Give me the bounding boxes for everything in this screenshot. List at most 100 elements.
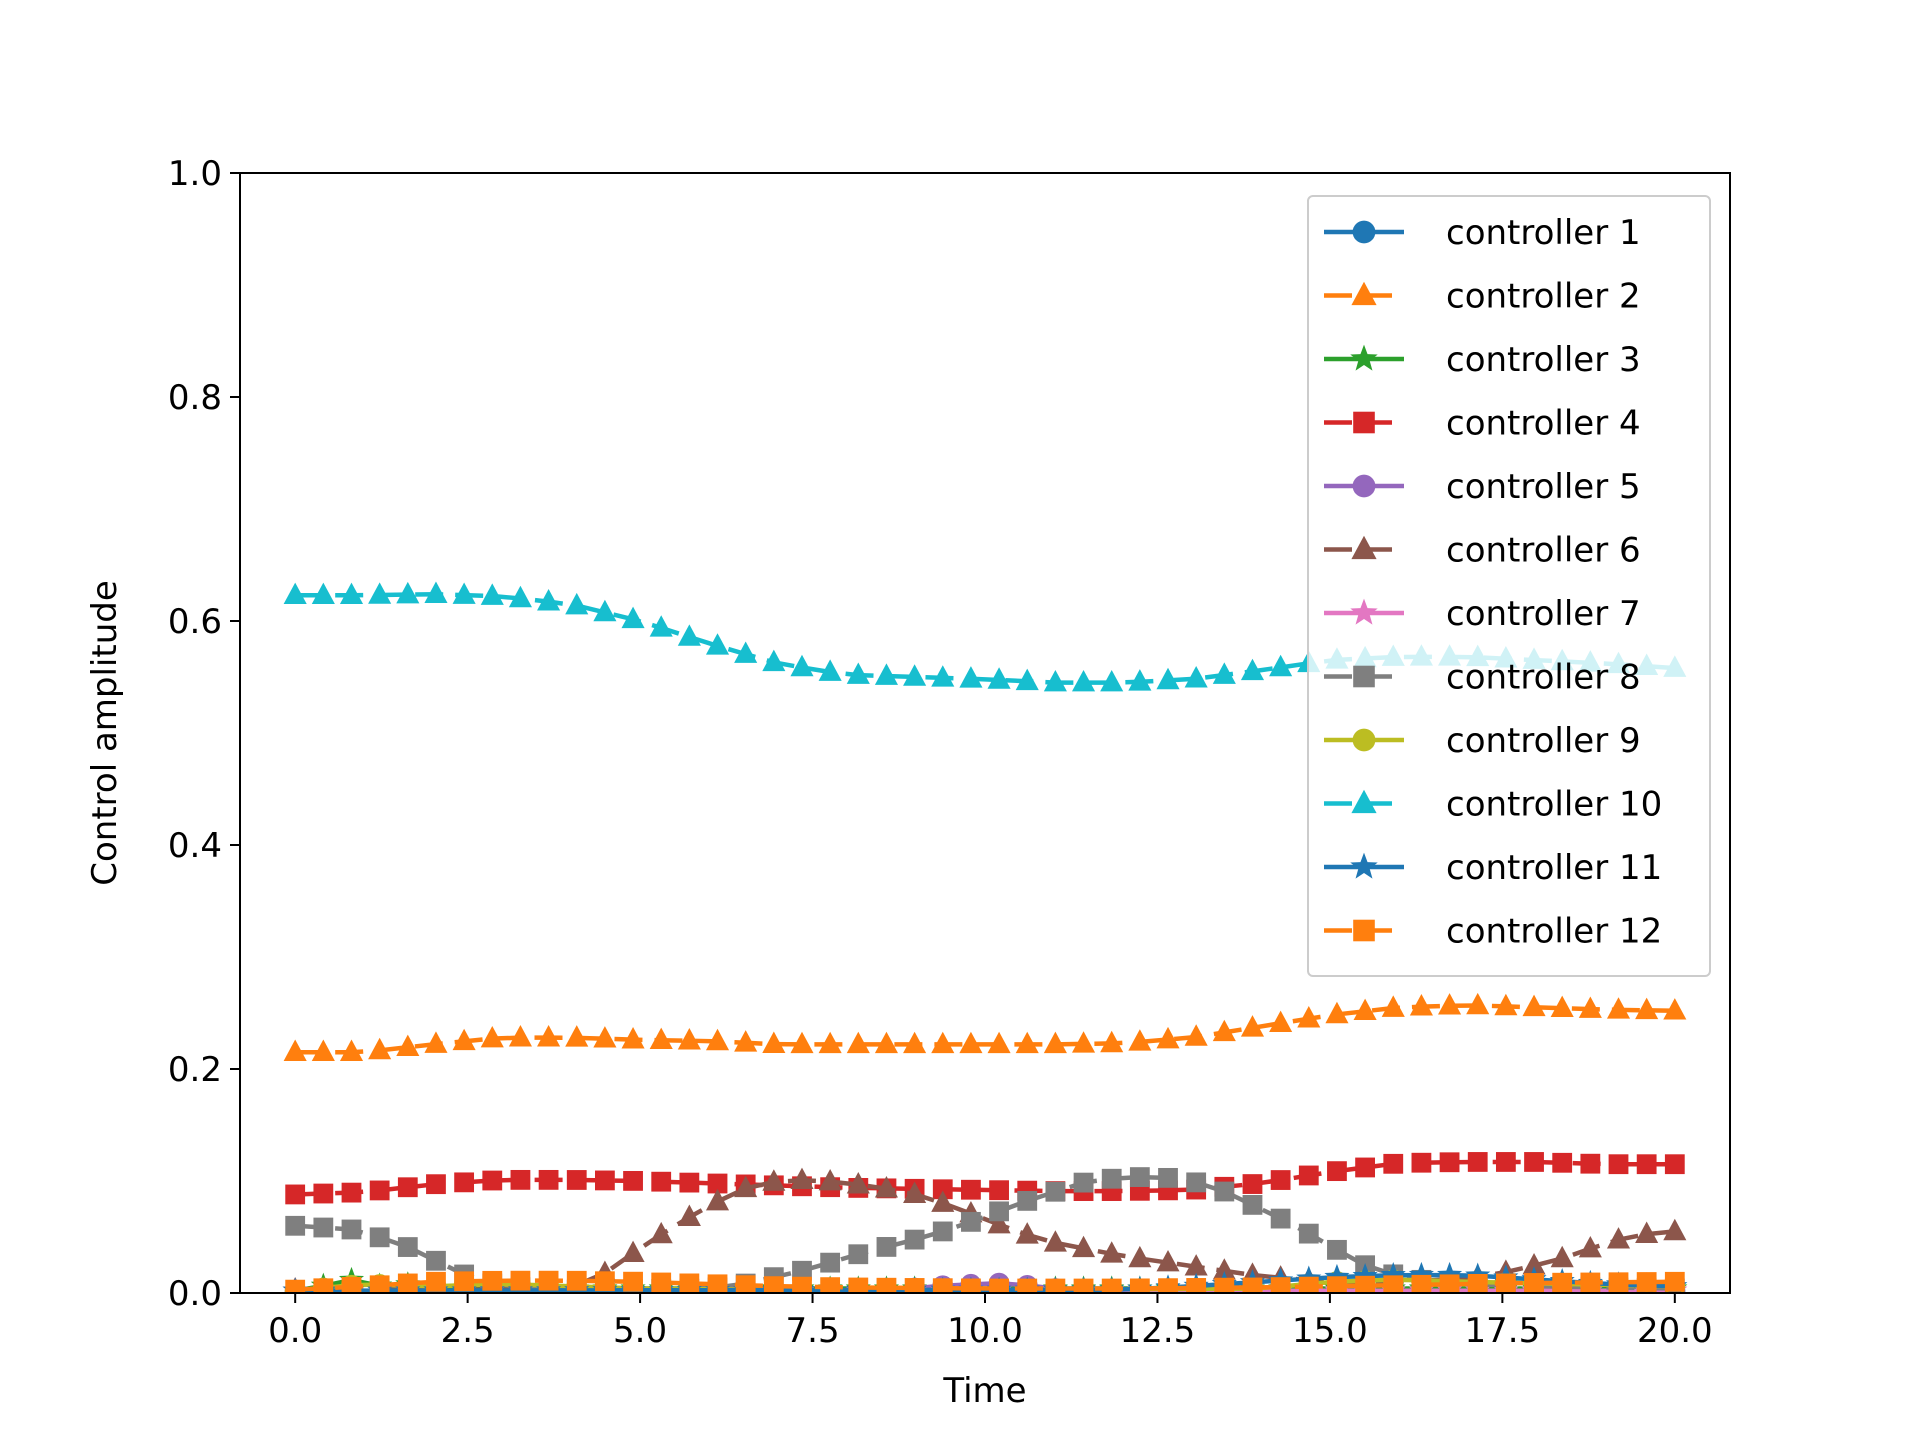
data-point bbox=[1522, 1252, 1546, 1275]
data-point bbox=[1240, 658, 1265, 681]
data-point bbox=[1269, 1010, 1293, 1033]
data-point bbox=[1664, 1271, 1685, 1292]
legend-swatch-marker bbox=[1352, 728, 1376, 752]
data-point bbox=[1327, 1276, 1347, 1293]
data-point bbox=[1269, 654, 1293, 677]
data-point bbox=[1073, 1172, 1094, 1193]
data-point bbox=[1212, 1019, 1236, 1042]
data-point bbox=[1129, 1167, 1150, 1187]
legend-label: controller 7 bbox=[1446, 594, 1641, 634]
data-point bbox=[283, 582, 307, 605]
data-point bbox=[1270, 1170, 1291, 1190]
legend-swatch-marker bbox=[1352, 220, 1376, 244]
data-point bbox=[508, 1024, 532, 1047]
data-point bbox=[1608, 1154, 1629, 1175]
data-point bbox=[510, 1270, 531, 1291]
data-point bbox=[959, 666, 983, 688]
data-point bbox=[313, 1278, 334, 1293]
data-point bbox=[1184, 1024, 1208, 1046]
data-point bbox=[961, 1179, 981, 1200]
data-point bbox=[931, 1031, 955, 1054]
data-point bbox=[396, 1034, 420, 1057]
data-point bbox=[1214, 1181, 1235, 1202]
data-point bbox=[1270, 1208, 1291, 1229]
data-point bbox=[1242, 1174, 1263, 1194]
data-point bbox=[396, 581, 420, 604]
data-point bbox=[876, 1237, 897, 1257]
data-point bbox=[1240, 1015, 1265, 1037]
data-point bbox=[566, 1170, 587, 1190]
data-point bbox=[1129, 1278, 1150, 1293]
data-point bbox=[1156, 1249, 1180, 1272]
data-point bbox=[1467, 1273, 1488, 1293]
data-point bbox=[341, 1276, 362, 1293]
series-line bbox=[295, 1177, 1676, 1292]
data-point bbox=[874, 1031, 899, 1054]
data-point bbox=[1383, 1153, 1404, 1174]
data-point bbox=[820, 1252, 841, 1273]
data-point bbox=[1017, 1190, 1038, 1211]
data-point bbox=[341, 1219, 362, 1240]
data-point bbox=[397, 1273, 418, 1293]
legend-swatch-marker bbox=[1350, 852, 1378, 879]
data-point bbox=[1156, 1026, 1180, 1049]
data-point bbox=[762, 1031, 786, 1053]
data-point bbox=[1355, 1275, 1376, 1293]
data-point bbox=[1184, 666, 1208, 688]
data-point bbox=[1071, 669, 1096, 692]
legend-item-controller-10: controller 10 bbox=[1324, 785, 1662, 825]
data-point bbox=[565, 1025, 589, 1047]
data-point bbox=[1071, 1031, 1096, 1053]
legend-item-controller-8: controller 8 bbox=[1324, 658, 1641, 698]
data-point bbox=[1015, 668, 1039, 691]
data-point bbox=[931, 665, 955, 687]
data-point bbox=[1100, 1241, 1124, 1263]
series-layer bbox=[282, 581, 1688, 1293]
y-tick-label: 1.0 bbox=[168, 154, 222, 194]
series-line bbox=[295, 1159, 1675, 1197]
data-point bbox=[1100, 1030, 1124, 1053]
data-point bbox=[1184, 1254, 1208, 1276]
data-point bbox=[1242, 1277, 1263, 1293]
data-point bbox=[480, 1025, 504, 1048]
y-axis: 0.0 0.2 0.4 0.6 0.8 1.0 bbox=[168, 154, 240, 1314]
data-point bbox=[846, 662, 870, 684]
data-point bbox=[593, 1026, 617, 1048]
data-point bbox=[961, 1211, 981, 1232]
data-point bbox=[707, 1274, 728, 1293]
data-point bbox=[1324, 1263, 1350, 1288]
data-point bbox=[734, 641, 758, 663]
data-point bbox=[1381, 995, 1405, 1017]
data-point bbox=[1550, 995, 1574, 1018]
data-point bbox=[1606, 997, 1631, 1019]
data-point bbox=[677, 1204, 701, 1226]
y-axis-label: Control amplitude bbox=[85, 580, 125, 886]
data-point bbox=[1663, 998, 1687, 1020]
data-point bbox=[705, 1188, 730, 1211]
data-point bbox=[1409, 994, 1433, 1016]
data-point bbox=[1214, 1277, 1235, 1293]
data-point bbox=[621, 606, 645, 629]
data-point bbox=[454, 1172, 475, 1193]
data-point bbox=[1242, 1194, 1263, 1215]
y-tick-label: 0.4 bbox=[168, 826, 222, 866]
data-point bbox=[677, 1028, 701, 1050]
data-point bbox=[846, 1172, 870, 1194]
data-point bbox=[1411, 1274, 1432, 1293]
data-point bbox=[846, 1031, 870, 1054]
legend-item-controller-5: controller 5 bbox=[1324, 467, 1641, 507]
data-point bbox=[311, 1039, 335, 1061]
data-point bbox=[1100, 669, 1124, 692]
data-point bbox=[538, 1169, 559, 1190]
data-point bbox=[1156, 667, 1180, 690]
legend-item-controller-3: controller 3 bbox=[1324, 340, 1641, 380]
legend-swatch-marker bbox=[1351, 281, 1377, 306]
data-point bbox=[651, 1171, 672, 1192]
data-point bbox=[763, 1276, 784, 1293]
legend: controller 1 controller 2 controller 3 cont… bbox=[1307, 195, 1711, 977]
data-point bbox=[874, 663, 899, 685]
x-tick-label: 15.0 bbox=[1292, 1311, 1368, 1351]
data-point bbox=[903, 1031, 927, 1054]
data-point bbox=[1608, 1272, 1629, 1293]
